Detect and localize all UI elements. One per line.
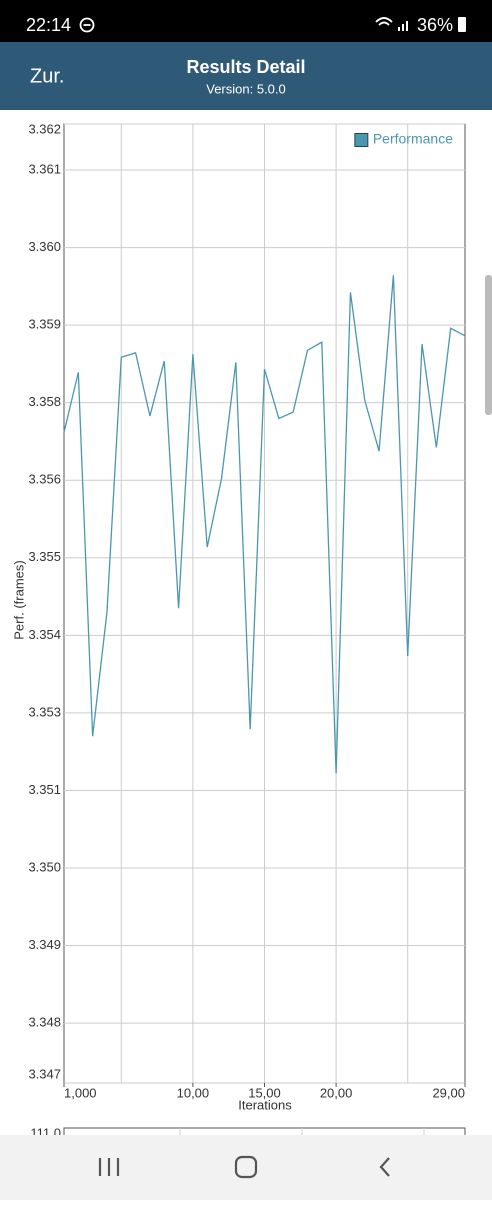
- y-tick-label: 3.358: [28, 394, 61, 409]
- x-tick-label: 20,00: [320, 1085, 353, 1100]
- back-button[interactable]: Zur.: [30, 65, 64, 87]
- header-subtitle: Version: 5.0.0: [206, 81, 286, 96]
- legend-label: Performance: [373, 131, 453, 147]
- y-tick-label: 3.359: [28, 317, 61, 332]
- y-tick-label: 3.347: [28, 1066, 61, 1081]
- battery-level: 36%: [417, 15, 453, 35]
- series-line: [63, 275, 466, 774]
- y-tick-label: 3.361: [28, 161, 61, 176]
- y-axis-title: Perf. (frames): [11, 560, 26, 639]
- x-tick-label: 29,00: [432, 1085, 465, 1100]
- x-tick-label: 1,000: [64, 1085, 97, 1100]
- time: 22:14: [26, 15, 71, 35]
- nav-bar: [0, 1135, 492, 1200]
- y-tick-label: 3.356: [28, 472, 61, 487]
- header: [0, 42, 492, 110]
- y-tick-label: 3.351: [28, 782, 61, 797]
- battery-icon: [458, 17, 466, 32]
- header-title: Results Detail: [186, 57, 305, 77]
- x-tick-label: 10,00: [177, 1085, 210, 1100]
- wifi-icon: [375, 17, 393, 26]
- y-tick-label: 3.353: [28, 704, 61, 719]
- y-tick-label: 3.354: [28, 627, 61, 642]
- dnd-icon: [79, 17, 95, 33]
- x-axis-title: Iterations: [238, 1097, 292, 1112]
- x-tick-label: 15,00: [248, 1085, 281, 1100]
- y-tick-label: 3.349: [28, 937, 61, 952]
- legend-swatch: [354, 133, 369, 147]
- y-tick-label: 3.355: [28, 549, 61, 564]
- back-nav-button[interactable]: [379, 1157, 390, 1177]
- y-tick-label: 3.348: [28, 1015, 61, 1030]
- recents-button[interactable]: [98, 1158, 120, 1176]
- signal-icon: [398, 21, 408, 31]
- home-button[interactable]: [234, 1155, 258, 1179]
- y-tick-label: 3.350: [28, 859, 61, 874]
- plot: 3.362 3.361 3.360 3.359 3.358 3.356 3.355 3.354…: [28, 121, 466, 1100]
- y-tick-label: 3.362: [28, 121, 61, 136]
- y-tick-label: 3.360: [28, 239, 61, 254]
- scroll-handle: [485, 275, 492, 415]
